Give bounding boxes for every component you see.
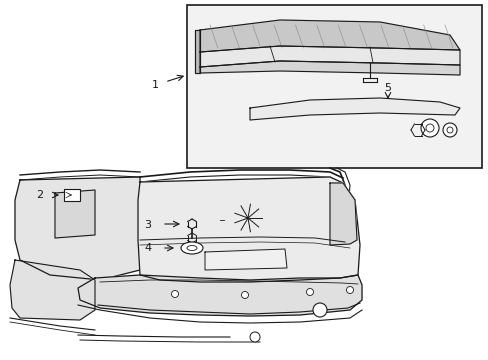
Circle shape [171,291,178,297]
Polygon shape [138,177,359,282]
Polygon shape [15,177,142,280]
Text: 5: 5 [384,83,391,93]
Polygon shape [195,30,200,73]
Polygon shape [329,183,356,245]
Circle shape [446,127,452,133]
Ellipse shape [181,242,203,254]
Polygon shape [200,46,459,67]
Circle shape [241,292,248,298]
Circle shape [306,288,313,296]
Text: 4: 4 [144,243,151,253]
Circle shape [346,287,353,293]
Polygon shape [200,61,459,75]
Polygon shape [200,20,459,52]
Polygon shape [204,249,286,270]
Text: 3: 3 [144,220,151,230]
Circle shape [312,303,326,317]
Circle shape [420,119,438,137]
Circle shape [425,124,433,132]
Bar [186,5,481,168]
Circle shape [249,332,260,342]
Polygon shape [249,98,459,120]
Text: 2: 2 [37,190,43,200]
Circle shape [442,123,456,137]
FancyBboxPatch shape [64,189,80,201]
Polygon shape [10,260,95,320]
Text: 1: 1 [151,80,158,90]
Polygon shape [78,275,361,316]
Polygon shape [55,190,95,238]
Ellipse shape [186,246,197,251]
